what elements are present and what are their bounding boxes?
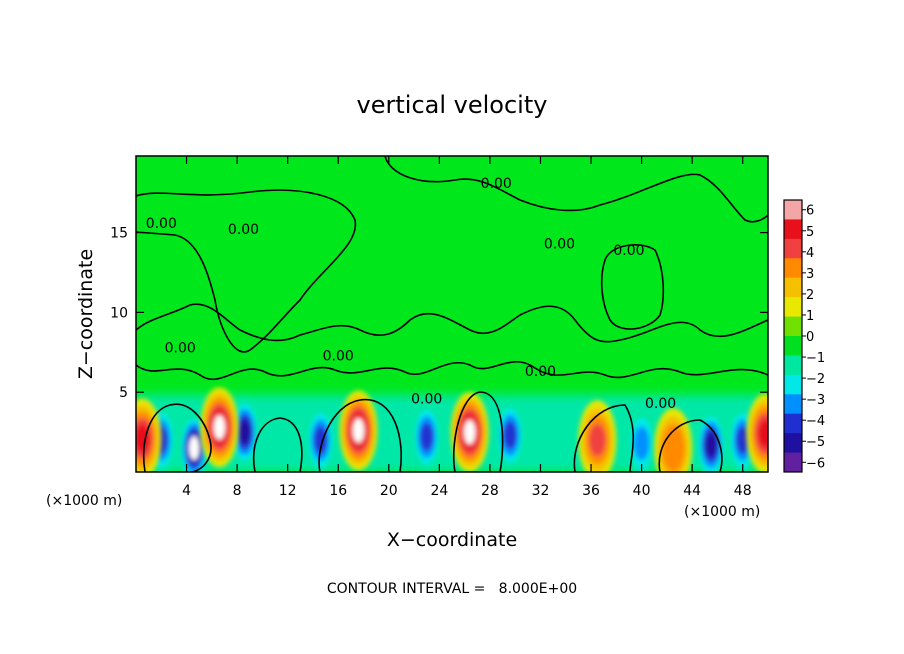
colorbar-tick-label: 3 [806, 267, 814, 282]
downdraft-cell [412, 402, 441, 471]
zero-contour-pocket [600, 244, 665, 330]
contour-label: 0.00 [323, 348, 354, 364]
zero-contours [136, 156, 768, 472]
colorbar-tick-label: 6 [806, 204, 814, 219]
colorbar-swatch [784, 238, 802, 259]
contour-label: 0.00 [228, 222, 259, 238]
plot-frame [135, 155, 769, 473]
x-tick-label: 12 [279, 483, 297, 499]
contour-label: 0.00 [645, 396, 676, 412]
zero-contour-cells [142, 391, 723, 472]
y-tick-label: 10 [110, 305, 128, 321]
colorbar-swatch [784, 297, 802, 318]
chart-title: vertical velocity [357, 91, 548, 119]
colorbar-tick-label: 1 [806, 309, 814, 324]
zero-contour-mid [136, 303, 768, 343]
contour-label: 0.00 [525, 364, 556, 380]
draft-cells [136, 387, 768, 472]
x-tick-label: 4 [182, 483, 191, 499]
contour-label: 0.00 [544, 237, 575, 253]
colorbar-swatch [784, 219, 802, 240]
colorbar-swatch [784, 258, 802, 279]
contour-label-group: 0.00 0.00 0.00 0.00 0.00 0.00 0.00 0.00 0.00 0.00 [146, 176, 676, 412]
colorbar-tick-label: −4 [806, 414, 825, 429]
downdraft-cell [306, 406, 335, 472]
colorbar-swatch [784, 452, 802, 473]
downdraft-cell [627, 409, 656, 472]
colorbar-tick-label: 0 [806, 330, 814, 345]
x-axis-label: X−coordinate [387, 529, 517, 551]
updraft-cell [339, 390, 378, 471]
x-unit-left: (×1000 m) [46, 493, 122, 509]
colorbar: 6 5 4 3 2 1 0 −1 −2 −3 −4 −5 −6 [783, 199, 825, 473]
colorbar-swatch [784, 413, 802, 434]
x-tick-label: 44 [683, 483, 701, 499]
updraft-cell [578, 400, 617, 472]
y-axis: 5 10 15 [110, 226, 768, 401]
colorbar-tick-label: 4 [806, 246, 814, 261]
x-tick-label: 48 [734, 483, 752, 499]
x-tick-label: 36 [582, 483, 600, 499]
colorbar-swatch [784, 316, 802, 337]
zero-contour-top [384, 156, 768, 223]
colorbar-tick-label: −2 [806, 372, 825, 387]
updraft-cell [136, 398, 162, 472]
colorbar-tick-label: 5 [806, 225, 814, 240]
colorbar-swatch [784, 277, 802, 298]
updraft-cell [654, 408, 693, 472]
y-axis-label: Z−coordinate [75, 249, 97, 379]
zero-contour-low [136, 361, 768, 381]
downdraft-cell [496, 401, 525, 470]
colorbar-swatch [784, 200, 802, 220]
zero-contour-upper [136, 189, 357, 353]
colorbar-swatch [784, 433, 802, 454]
colorbar-tick-label: −3 [806, 393, 825, 408]
downdraft-cell [230, 398, 259, 467]
updraft-cell [746, 393, 768, 472]
x-unit-right: (×1000 m) [684, 504, 760, 520]
y-tick-label: 15 [110, 226, 128, 242]
contour-label: 0.00 [411, 391, 442, 407]
x-tick-label: 20 [380, 483, 398, 499]
x-tick-label: 16 [329, 483, 347, 499]
x-tick-label: 8 [233, 483, 242, 499]
x-tick-label: 28 [481, 483, 499, 499]
colorbar-tick-label: −5 [806, 435, 825, 450]
colorbar-swatch [784, 336, 802, 356]
contour-label: 0.00 [481, 176, 512, 192]
colorbar-swatch [784, 355, 802, 376]
colorbar-swatch [784, 394, 802, 415]
colorbar-tick-label: −1 [806, 351, 825, 366]
x-tick-label: 40 [633, 483, 651, 499]
y-tick-label: 5 [119, 385, 128, 401]
colorbar-tick-label: −6 [806, 456, 825, 471]
x-tick-label: 32 [532, 483, 550, 499]
x-tick-label: 24 [430, 483, 448, 499]
contour-label: 0.00 [613, 243, 644, 259]
contour-interval-note: CONTOUR INTERVAL = 8.000E+00 [327, 581, 577, 597]
x-axis: 4 8 12 16 20 24 28 32 36 40 44 48 [182, 156, 752, 499]
contour-label: 0.00 [165, 340, 196, 356]
downdraft-cell [697, 410, 726, 472]
plot-area: 0.00 0.00 0.00 0.00 0.00 0.00 0.00 0.00 0.00 0.00 [136, 156, 768, 472]
colorbar-swatch [784, 374, 802, 395]
colorbar-tick-label: 2 [806, 288, 814, 303]
contour-label: 0.00 [146, 216, 177, 232]
